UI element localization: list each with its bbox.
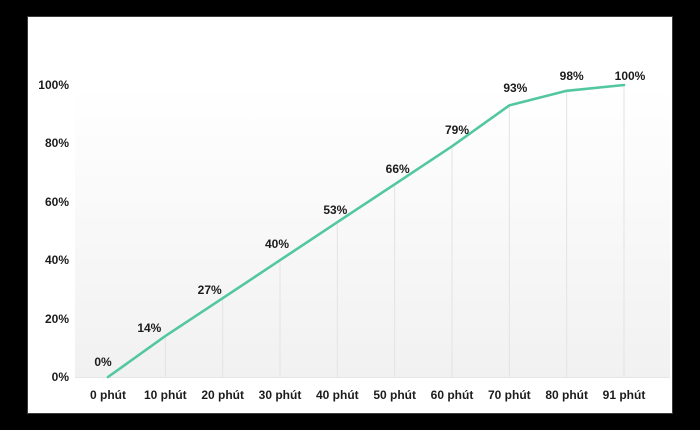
series-line <box>106 83 626 379</box>
plot-area <box>75 85 670 377</box>
line-chart <box>75 83 670 379</box>
chart-panel: 0% 20% 40% 60% 80% 100% 0 phút 10 phút 20 phút 3… <box>28 17 672 413</box>
